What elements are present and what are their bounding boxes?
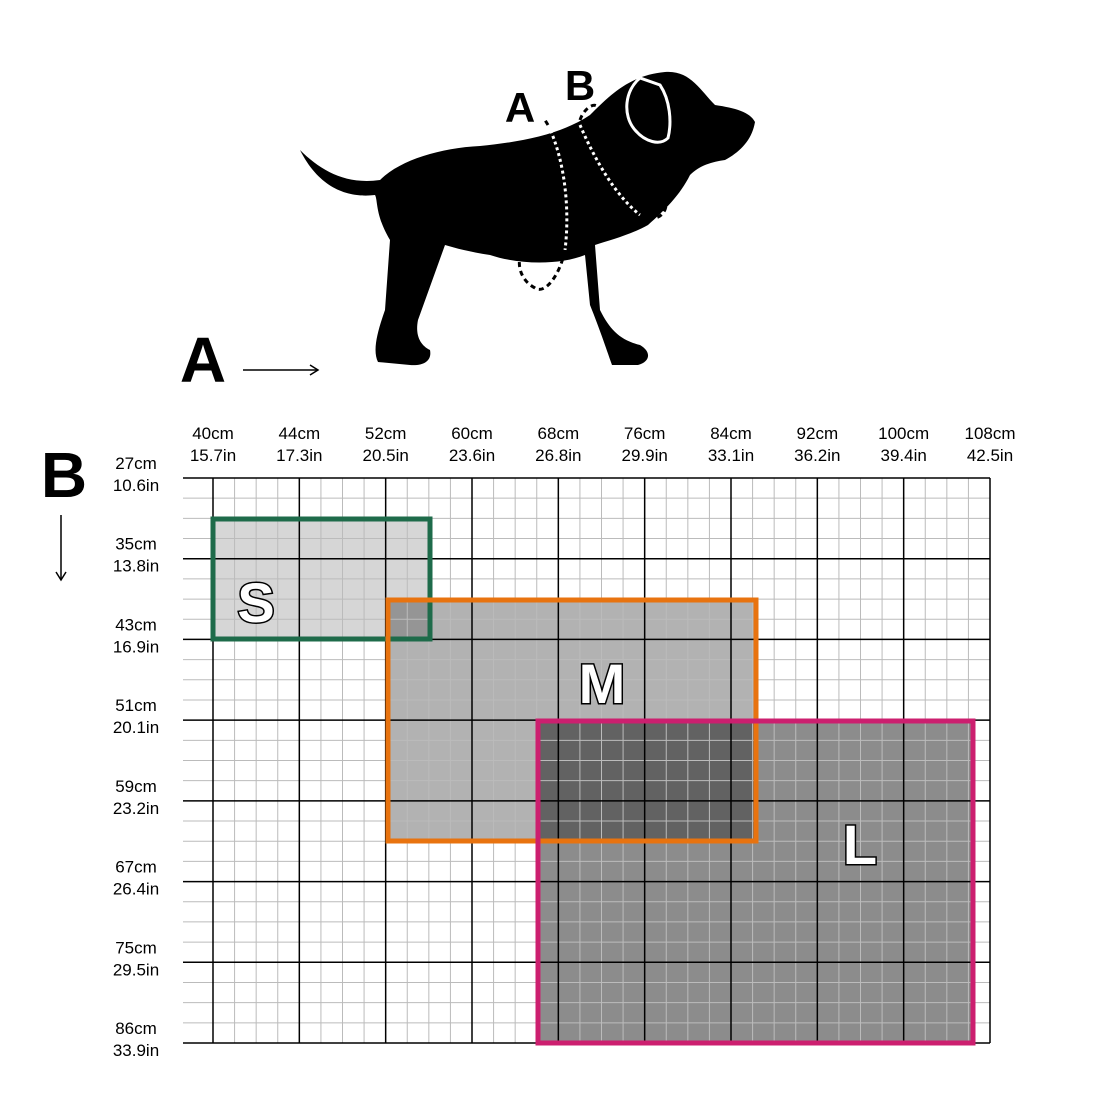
x-tick-cm: 52cm [365, 424, 407, 443]
x-tick-in: 26.8in [535, 446, 581, 465]
y-tick-cm: 75cm [115, 938, 157, 957]
axis-b-arrowhead [55, 571, 67, 582]
x-tick-in: 15.7in [190, 446, 236, 465]
axis-b-label: B [41, 439, 87, 511]
measure-b-loop-out [578, 103, 668, 220]
y-tick-in: 26.4in [113, 880, 159, 899]
measure-b-loop [578, 124, 641, 217]
x-tick-in: 42.5in [967, 446, 1013, 465]
dog-label-a: A [505, 84, 535, 131]
grid-chart: 40cm 15.7in 44cm 17.3in 52cm 20.5in 60cm 23.6in… [113, 424, 1016, 1060]
y-tick-cm: 67cm [115, 858, 157, 877]
axis-a-label: A [180, 324, 226, 396]
x-tick-in: 20.5in [363, 446, 409, 465]
x-tick-cm: 44cm [279, 424, 321, 443]
x-tick-in: 23.6in [449, 446, 495, 465]
x-tick-cm: 40cm [192, 424, 234, 443]
y-tick-in: 10.6in [113, 476, 159, 495]
x-tick-in: 33.1in [708, 446, 754, 465]
x-tick-cm: 100cm [878, 424, 929, 443]
x-tick-cm: 84cm [710, 424, 752, 443]
dog-label-b: B [565, 62, 595, 109]
size-outline [210, 516, 433, 642]
y-tick-in: 23.2in [113, 799, 159, 818]
size-label: L [843, 813, 877, 876]
dog-silhouette [300, 71, 755, 366]
x-tick-cm: 76cm [624, 424, 666, 443]
y-tick-cm: 27cm [115, 454, 157, 473]
axis-a-arrowhead [309, 364, 320, 376]
size-label: S [237, 571, 274, 634]
x-tick-cm: 108cm [964, 424, 1015, 443]
x-tick-cm: 68cm [538, 424, 580, 443]
y-tick-cm: 51cm [115, 696, 157, 715]
x-tick-in: 36.2in [794, 446, 840, 465]
size-label: M [579, 652, 626, 715]
size-outline [535, 718, 976, 1046]
y-tick-in: 13.8in [113, 557, 159, 576]
y-tick-in: 33.9in [113, 1041, 159, 1060]
x-tick-cm: 60cm [451, 424, 493, 443]
y-tick-cm: 86cm [115, 1019, 157, 1038]
y-tick-cm: 43cm [115, 615, 157, 634]
y-tick-cm: 35cm [115, 535, 157, 554]
y-tick-in: 29.5in [113, 960, 159, 979]
y-tick-in: 20.1in [113, 718, 159, 737]
measure-a-loop-out [517, 119, 567, 291]
measure-a-loop [546, 124, 569, 251]
y-tick-cm: 59cm [115, 777, 157, 796]
dog-ear [625, 76, 672, 144]
x-tick-cm: 92cm [797, 424, 839, 443]
x-tick-in: 29.9in [622, 446, 668, 465]
y-tick-in: 16.9in [113, 637, 159, 656]
x-tick-in: 39.4in [881, 446, 927, 465]
x-tick-in: 17.3in [276, 446, 322, 465]
dog-illustration: A B [300, 62, 755, 366]
